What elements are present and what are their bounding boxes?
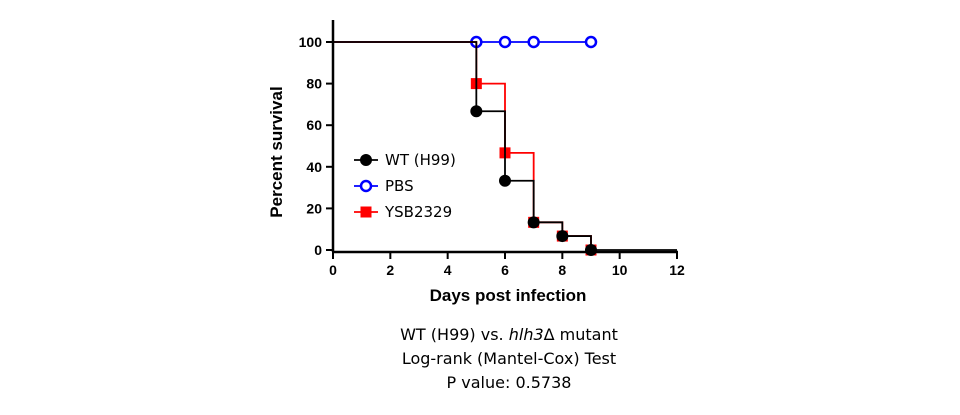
caption-gene: hlh3 (508, 325, 544, 344)
y-tick-label: 20 (306, 200, 322, 216)
caption-suffix: Δ mutant (543, 325, 618, 344)
legend-item-ysb2329: YSB2329 (354, 203, 452, 221)
legend-item-pbs: PBS (354, 177, 414, 195)
data-point-wt-h99 (527, 216, 540, 229)
y-tick-label: 40 (306, 159, 322, 175)
y-tick-label: 80 (306, 76, 322, 92)
data-point-wt-h99 (585, 244, 597, 256)
data-point-pbs (527, 35, 540, 49)
legend-label-wt-h99: WT (H99) (385, 151, 456, 169)
series-line-wt-h99 (333, 41, 677, 251)
x-tick-label: 4 (444, 262, 452, 278)
caption-comparison: WT (H99) vs. hlh3Δ mutant (0, 325, 960, 344)
legend-marker-wt-h99 (360, 154, 372, 166)
x-tick-label: 0 (329, 262, 337, 278)
data-point-pbs (584, 35, 598, 49)
legend-item-wt-h99: WT (H99) (354, 151, 456, 169)
caption-test-name: Log-rank (Mantel-Cox) Test (401, 349, 617, 368)
y-axis-label: Percent survival (267, 86, 286, 217)
legend-label-ysb2329: YSB2329 (384, 203, 452, 221)
series-layer (333, 35, 677, 256)
x-tick-label: 10 (612, 262, 628, 278)
series-ysb2329 (333, 41, 597, 256)
x-tick-label: 8 (558, 262, 566, 278)
data-point-wt-h99 (470, 105, 483, 118)
legend-marker-ysb2329 (360, 206, 372, 218)
x-axis-label: Days post infection (430, 286, 587, 305)
data-point-wt-h99 (556, 230, 569, 243)
legend-marker-pbs (359, 179, 373, 193)
x-tick-label: 2 (386, 262, 394, 278)
y-tick-label: 100 (299, 34, 323, 50)
series-line-ysb2329 (333, 41, 592, 250)
axes-layer: 0 2 4 6 8 10 12 0 20 40 60 80 100 Days post infection… (267, 20, 685, 305)
series-wt-h99 (333, 41, 677, 256)
data-point-pbs (498, 35, 512, 49)
y-tick-label: 60 (306, 117, 322, 133)
caption-p-value: P value: 0.5738 (446, 373, 572, 392)
caption-prefix: WT (H99) vs. (400, 325, 509, 344)
legend-label-pbs: PBS (385, 177, 414, 195)
legend: WT (H99) PBS YSB2329 (354, 151, 456, 221)
data-point-wt-h99 (499, 174, 511, 187)
x-tick-label: 6 (501, 262, 509, 278)
x-tick-label: 12 (669, 262, 685, 278)
y-tick-label: 0 (314, 242, 322, 258)
